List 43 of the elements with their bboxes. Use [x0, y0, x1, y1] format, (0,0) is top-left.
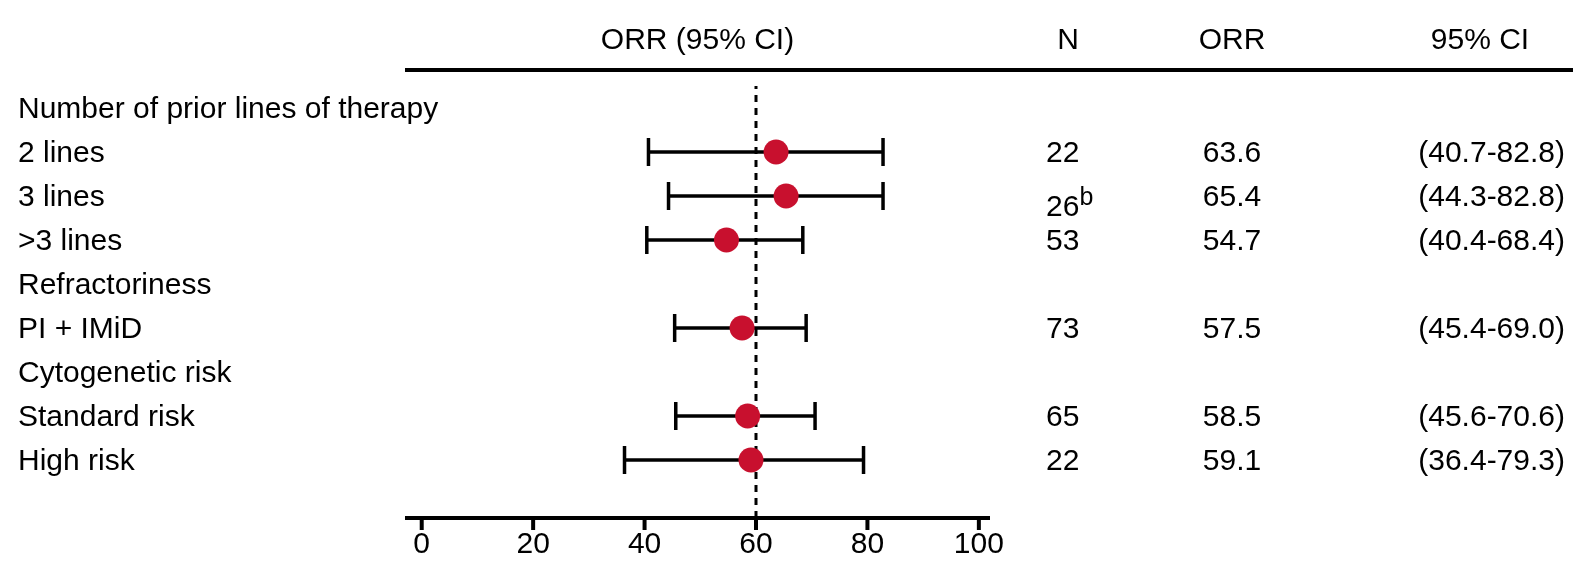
text: (45.4-69.0) — [1418, 311, 1565, 345]
text: (36.4-79.3) — [1418, 443, 1565, 477]
text: 53 — [1046, 223, 1080, 257]
text: (40.7-82.8) — [1418, 135, 1565, 169]
point — [763, 139, 789, 165]
text: ORR — [1197, 22, 1267, 56]
data-label: 54.7 — [1201, 223, 1263, 257]
y-tick-label: Refractoriness — [18, 267, 212, 300]
data-label: 63.6 — [1201, 135, 1263, 169]
point — [735, 403, 761, 429]
data-label: 59.1 — [1201, 443, 1263, 477]
y-tick-label: Cytogenetic risk — [18, 355, 233, 388]
point — [729, 315, 755, 341]
y-tick-label: 3 lines — [18, 179, 105, 212]
x-tick-label: 100 — [953, 526, 1004, 560]
point — [713, 227, 739, 253]
text: (44.3-82.8) — [1418, 179, 1565, 213]
text: (40.4-68.4) — [1418, 223, 1565, 257]
chart-title: ORR (95% CI) — [599, 22, 796, 56]
text: 65 — [1046, 399, 1080, 433]
data-label: 65.4 — [1201, 179, 1263, 213]
data-label: 57.5 — [1201, 311, 1263, 345]
x-tick-label: 0 — [413, 526, 431, 560]
text: 22 — [1046, 443, 1080, 477]
data-label: 58.5 — [1201, 399, 1263, 433]
x-tick-label: 60 — [739, 526, 773, 560]
y-tick-label: Number of prior lines of therapy — [18, 91, 439, 124]
x-tick-label: 40 — [627, 526, 662, 560]
text: (45.6-70.6) — [1418, 399, 1565, 433]
point — [773, 183, 799, 209]
x-tick-label: 80 — [850, 526, 885, 560]
text: 22 — [1046, 135, 1080, 169]
text: 95% CI — [1429, 22, 1531, 56]
y-tick-label: High risk — [18, 443, 136, 476]
y-tick-label: Standard risk — [18, 399, 196, 432]
point — [738, 447, 764, 473]
text: 26$^{b}$ — [1046, 181, 1094, 223]
y-tick-label: PI + IMiD — [18, 311, 143, 344]
x-tick-label: 20 — [516, 526, 550, 560]
y-tick-label: 2 lines — [18, 135, 105, 168]
text: N — [1056, 22, 1080, 56]
text: 73 — [1046, 311, 1080, 345]
y-tick-label: >3 lines — [18, 223, 123, 256]
